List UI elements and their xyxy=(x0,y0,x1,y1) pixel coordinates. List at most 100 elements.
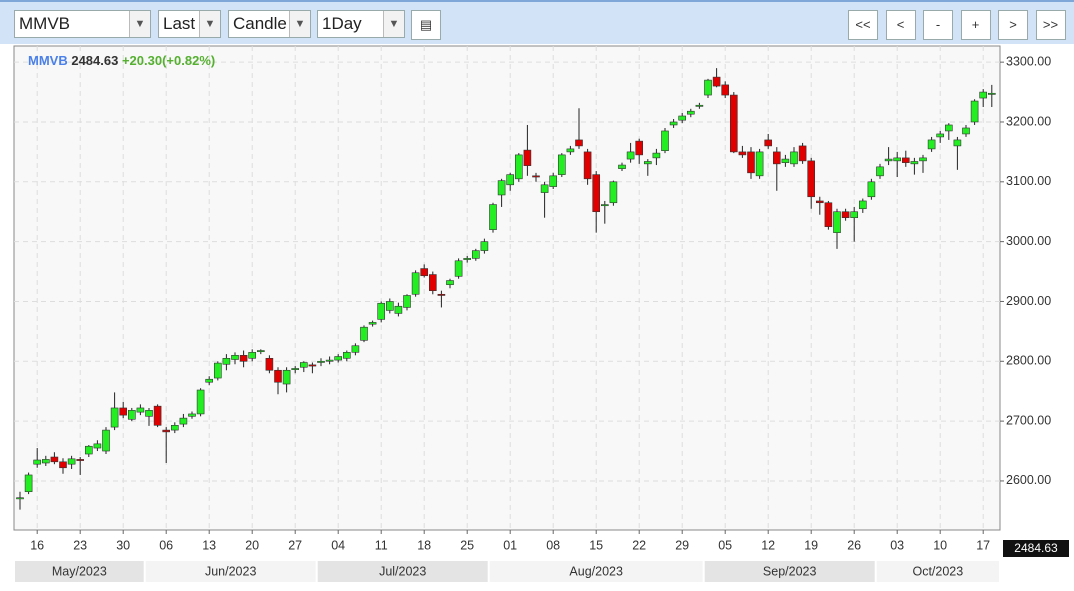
nav-button[interactable]: - xyxy=(923,10,953,40)
y-tick-label: 3100.00 xyxy=(1006,174,1051,188)
candle-body xyxy=(428,274,437,291)
x-tick-label: 30 xyxy=(116,538,130,552)
candle-body xyxy=(248,352,256,359)
candle-body xyxy=(575,139,583,147)
candle-body xyxy=(815,200,824,204)
x-tick-label: 11 xyxy=(375,538,388,552)
candle-body xyxy=(214,362,222,379)
candle-body xyxy=(437,293,446,296)
candle-body xyxy=(807,160,816,198)
quote-header: MMVB 2484.63 +20.30(+0.82%) xyxy=(28,53,215,68)
candle-body xyxy=(403,295,411,308)
candle-body xyxy=(953,139,962,147)
x-tick-label: 22 xyxy=(632,538,646,552)
candle-body xyxy=(790,151,798,165)
candle-body xyxy=(643,161,652,165)
period-select[interactable]: 1Day ▼ xyxy=(317,10,405,38)
candle-body xyxy=(463,258,472,260)
x-tick-label: 29 xyxy=(675,538,689,552)
nav-button[interactable]: << xyxy=(848,10,878,40)
candle-body xyxy=(764,139,773,147)
x-tick-label: 13 xyxy=(202,538,216,552)
candle-body xyxy=(652,152,661,159)
candle-body xyxy=(609,181,618,204)
candle-body xyxy=(377,302,386,320)
style-select[interactable]: Candle ▼ xyxy=(228,10,311,38)
candle-body xyxy=(669,121,678,126)
candle-body xyxy=(282,369,291,385)
candle-body xyxy=(755,151,764,177)
candle-body xyxy=(480,241,489,251)
quote-last: 2484.63 xyxy=(71,53,118,68)
x-tick-label: 12 xyxy=(761,538,775,552)
candle-body xyxy=(446,280,454,286)
nav-button[interactable]: + xyxy=(960,10,991,40)
candle-body xyxy=(334,356,343,361)
candle-body xyxy=(936,133,945,138)
x-tick-label: 15 xyxy=(589,538,603,552)
candle-body xyxy=(196,389,205,415)
candle-body xyxy=(962,127,970,135)
candle-body xyxy=(205,378,213,383)
settings-button[interactable]: ▤ xyxy=(411,10,441,40)
month-band xyxy=(15,561,144,582)
dropdown-arrow: ▼ xyxy=(129,11,150,37)
candle-body xyxy=(635,140,644,156)
x-tick-label: 20 xyxy=(245,538,259,552)
candle-body xyxy=(781,158,790,163)
x-tick-label: 23 xyxy=(73,538,87,552)
x-tick-label: 18 xyxy=(417,538,431,552)
symbol-select[interactable]: MMVB ▼ xyxy=(14,10,151,38)
y-tick-label: 2900.00 xyxy=(1006,294,1051,308)
candle-body xyxy=(239,355,248,362)
candle-body xyxy=(893,157,902,162)
candle-body xyxy=(798,145,807,162)
candle-body xyxy=(171,425,179,431)
candle-body xyxy=(385,301,394,311)
dropdown-arrow: ▼ xyxy=(289,11,310,37)
candle-body xyxy=(342,352,351,359)
candle-body xyxy=(128,410,136,420)
candle-body xyxy=(16,497,24,500)
candle-body xyxy=(841,211,850,219)
x-tick-label: 01 xyxy=(503,538,517,552)
nav-button[interactable]: >> xyxy=(1035,10,1066,40)
candle-body xyxy=(927,139,936,150)
month-band xyxy=(317,561,488,582)
month-band xyxy=(704,561,875,582)
candle-body xyxy=(566,148,575,153)
candle-body xyxy=(532,175,540,178)
dropdown-arrow: ▼ xyxy=(199,11,220,37)
candle-body xyxy=(979,91,988,99)
candle-body xyxy=(489,204,497,230)
field-select[interactable]: Last ▼ xyxy=(158,10,221,38)
candle-body xyxy=(351,345,360,353)
x-tick-label: 05 xyxy=(718,538,732,552)
candle-body xyxy=(145,410,153,417)
candle-body xyxy=(85,445,93,455)
candle-body xyxy=(325,359,334,362)
period-text: 1Day xyxy=(322,14,362,33)
candle-body xyxy=(317,360,325,363)
month-band xyxy=(145,561,316,582)
candle-body xyxy=(93,443,102,449)
candle-body xyxy=(497,180,506,196)
candle-body xyxy=(523,149,532,166)
candle-body xyxy=(910,161,919,165)
candle-body xyxy=(506,174,515,186)
x-tick-label: 26 xyxy=(847,538,861,552)
month-label: Oct/2023 xyxy=(912,564,963,578)
candle-body xyxy=(884,158,893,162)
dropdown-arrow: ▼ xyxy=(383,11,404,37)
nav-button[interactable]: > xyxy=(998,10,1028,40)
x-tick-label: 19 xyxy=(804,538,818,552)
month-band xyxy=(876,561,999,582)
candle-body xyxy=(514,154,523,180)
nav-button[interactable]: < xyxy=(885,10,916,40)
candle-body xyxy=(850,211,859,219)
candle-body xyxy=(772,151,781,165)
candle-body xyxy=(540,184,549,193)
x-tick-label: 06 xyxy=(159,538,173,552)
quote-symbol: MMVB xyxy=(28,53,68,68)
